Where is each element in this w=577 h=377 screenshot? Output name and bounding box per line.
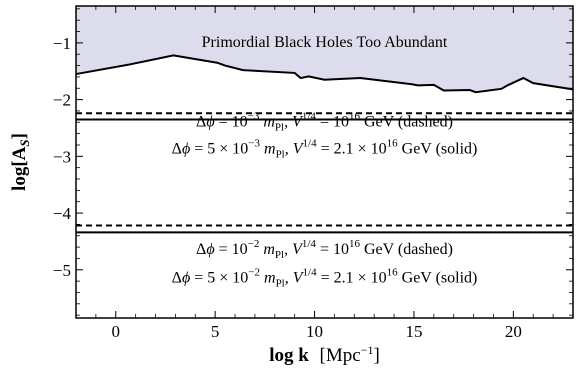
band-lines-layer (76, 112, 573, 234)
band-annotation-part: Pl (276, 148, 285, 160)
x-tick-label: 10 (306, 322, 323, 341)
band-annotation-part: 1/4 (303, 266, 318, 278)
band-annotation-part: Pl (275, 249, 284, 261)
band-annotation-part: GeV (dashed) (360, 241, 453, 258)
band-annotation-part: 1/4 (302, 110, 317, 122)
band-annotation-part: −3 (248, 110, 260, 122)
ticks-layer: 0 5 10 15 20 −1 −2 −3 −4 −5 (53, 6, 574, 341)
band-annotation-part: Δ (172, 269, 182, 286)
x-axis-title-unit: [Mpc (320, 345, 361, 366)
band-annotation-part: 1/4 (303, 137, 318, 149)
band-annotation-part: = 10 (215, 241, 248, 258)
band-annotation-part: = 5 × 10 (190, 140, 248, 157)
band-annotation-part: Δ (196, 241, 206, 258)
band-annotation-part: ϕ (206, 241, 214, 258)
band-annotation-part: , V (284, 113, 304, 130)
y-axis-title-close: ] (9, 133, 30, 139)
band-annotation-part: m (259, 241, 275, 258)
excluded-region-fill (76, 6, 573, 93)
excluded-region-label: Primordial Black Holes Too Abundant (202, 34, 448, 51)
x-axis-title-main: log k (269, 345, 309, 366)
band-annotation-part: = 10 (215, 113, 248, 130)
band-annotation-part: GeV (solid) (398, 269, 478, 286)
band-annotation-part: 16 (349, 238, 361, 250)
band-annotation: Δϕ = 10−2 mPl, V1/4 = 1016 GeV (dashed) (196, 238, 453, 261)
band-annotation-part: Pl (275, 121, 284, 133)
band-annotation: Δϕ = 5 × 10−2 mPl, V1/4 = 2.1 × 1016 GeV… (172, 266, 478, 289)
band-annotation-part: GeV (solid) (398, 140, 478, 157)
band-annotation-part: , V (285, 140, 305, 157)
x-tick-label: 0 (112, 322, 121, 341)
x-axis-title-exp: −1 (361, 343, 374, 357)
band-annotation: Δϕ = 10−3 mPl, V1/4 = 1016 GeV (dashed) (196, 110, 453, 133)
band-annotation-part: −2 (248, 266, 260, 278)
band-annotation-part: , V (285, 269, 305, 286)
plot-frame (75, 5, 574, 319)
band-annotation-part: 16 (349, 110, 361, 122)
x-tick-label: 20 (505, 322, 522, 341)
band-annotation-part: = 5 × 10 (190, 269, 248, 286)
band-annotation: Δϕ = 5 × 10−3 mPl, V1/4 = 2.1 × 1016 GeV… (172, 137, 478, 160)
x-tick-label: 5 (211, 322, 220, 341)
y-axis-title-main: log[A (9, 146, 30, 191)
band-annotation-part: 16 (387, 137, 399, 149)
band-annotation-part: m (260, 140, 276, 157)
y-tick-label: −4 (53, 204, 72, 223)
band-annotation-part: ϕ (182, 269, 190, 286)
y-tick-label: −3 (53, 147, 71, 166)
y-axis-title: log[AS] (9, 133, 32, 191)
band-annotation-part: = 2.1 × 10 (317, 269, 387, 286)
y-tick-label: −5 (53, 261, 71, 280)
band-annotation-part: −2 (248, 238, 260, 250)
band-annotation-part: ϕ (206, 113, 214, 130)
band-annotation-part: m (260, 269, 276, 286)
band-annotation-part: 16 (387, 266, 399, 278)
x-axis-title: log k [Mpc−1] (269, 343, 380, 366)
excluded-region-layer (75, 6, 574, 94)
band-annotation-part: Δ (196, 113, 206, 130)
x-tick-label: 15 (405, 322, 422, 341)
band-annotation-part: = 10 (316, 241, 349, 258)
y-tick-label: −2 (53, 91, 71, 110)
annotations-layer: Δϕ = 10−3 mPl, V1/4 = 1016 GeV (dashed)Δ… (172, 110, 478, 289)
band-annotation-part: ϕ (182, 140, 190, 157)
band-annotation-part: Δ (172, 140, 182, 157)
band-annotation-part: , V (284, 241, 304, 258)
y-axis-title-sub: S (17, 139, 32, 146)
y-tick-label: −1 (53, 34, 71, 53)
band-annotation-part: = 2.1 × 10 (317, 140, 387, 157)
band-annotation-part: m (259, 113, 275, 130)
band-annotation-part: −3 (248, 137, 260, 149)
band-annotation-part: GeV (dashed) (360, 113, 453, 130)
band-annotation-part: = 10 (316, 113, 349, 130)
band-annotation-part: Pl (276, 277, 285, 289)
pbh-bound-line (75, 54, 574, 94)
band-annotation-part: 1/4 (302, 238, 317, 250)
plot-frame-layer (75, 5, 574, 319)
x-axis-title-close: ] (373, 345, 379, 366)
